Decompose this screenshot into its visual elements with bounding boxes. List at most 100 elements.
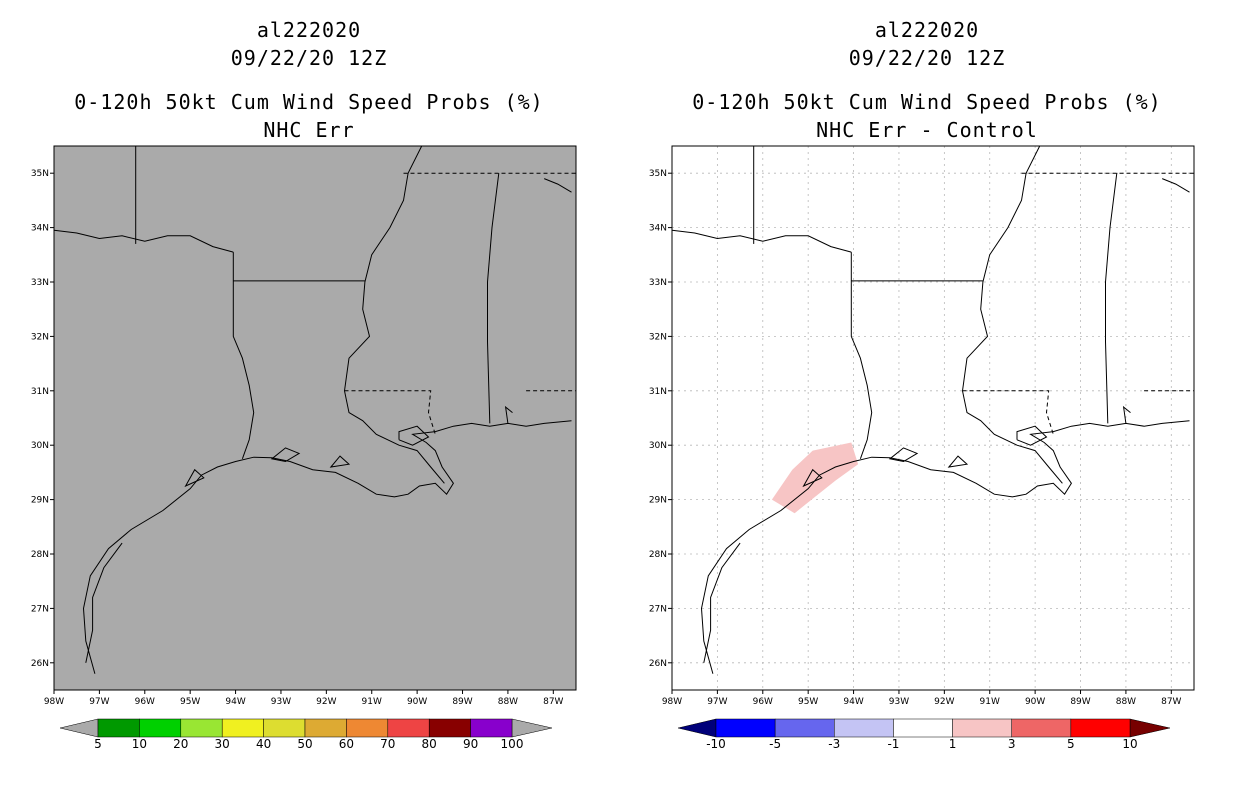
lon-label: 98W [662,697,682,707]
colorbar: 5 10 20 30 40 50 60 70 80 90 100 [59,718,553,751]
coastal-island [888,447,919,463]
lon-label: 97W [707,697,727,707]
colorbar-label: 50 [297,737,312,751]
colorbar-label: 3 [1008,737,1016,751]
panel-nhc-err: al222020 09/22/20 12Z 0-120h 50kt Cum Wi… [31,18,577,751]
map-border [671,145,1195,691]
lat-label: 30N [649,441,667,451]
colorbar-label: 20 [173,737,188,751]
mobile-bay [1122,405,1131,424]
colorbar: -10 -5 -3 -1 1 3 5 10 [677,718,1171,751]
colorbar-label: 40 [256,737,271,751]
colorbar-segment [893,718,953,738]
map-background [54,146,576,690]
lat-label: 33N [649,278,667,288]
mississippi-louisiana-border [344,390,436,435]
colorbar-label: 5 [1067,737,1075,751]
lat-label: 29N [31,496,49,506]
lon-label: 87W [543,697,563,707]
padre-island [85,542,123,663]
lon-label: 93W [889,697,909,707]
colorbar-high-arrow [511,718,553,738]
probability-difference-region [771,442,859,514]
red-river-border [54,229,234,253]
mississippi-alabama-border [1105,173,1118,424]
lat-label: 35N [649,169,667,179]
mississippi-louisiana-border [962,390,1054,435]
lon-label: 88W [498,697,518,707]
lat-label: 31N [31,387,49,397]
colorbar-segment [387,718,430,738]
lon-label: 91W [980,697,1000,707]
colorbar-segment [428,718,471,738]
colorbar-segment [304,718,347,738]
tennessee-river [1162,178,1190,193]
colorbar-low-arrow [677,718,717,738]
lat-label: 34N [649,224,667,234]
lake-pontchartrain [1016,425,1048,446]
colorbar-segment [834,718,894,738]
lon-label: 95W [798,697,818,707]
lon-label: 90W [407,697,427,707]
colorbar-label: -10 [706,737,726,751]
lon-label: 88W [1116,697,1136,707]
coastal-island [947,455,969,468]
lat-label: 32N [649,332,667,342]
colorbar-label: 80 [422,737,437,751]
lat-label: 27N [31,604,49,614]
lon-label: 92W [934,697,954,707]
colorbar-segment [180,718,223,738]
lat-label: 34N [31,224,49,234]
gridlines [672,146,1194,690]
lat-label: 32N [31,332,49,342]
colorbar-label: 30 [215,737,230,751]
coastal-island [270,447,301,463]
title-line2: NHC Err - Control [816,118,1038,142]
mississippi-river-border [343,146,445,484]
init-time: 09/22/20 12Z [848,46,1006,70]
sabine-river-border [232,252,255,459]
lat-label: 28N [649,550,667,560]
lat-label: 33N [31,278,49,288]
mississippi-river-border [961,146,1063,484]
colorbar-segment [1011,718,1072,738]
lon-label: 97W [89,697,109,707]
lon-label: 98W [44,697,64,707]
lon-label: 95W [180,697,200,707]
lat-label: 27N [649,604,667,614]
colorbar-segment [774,718,835,738]
map-layers [672,146,1194,690]
coastal-island [802,468,823,488]
map-layers [54,146,576,674]
lake-pontchartrain [398,425,430,446]
colorbar-label: 5 [94,737,102,751]
lon-label: 96W [135,697,155,707]
coastal-island [329,455,351,468]
colorbar-label: -5 [769,737,781,751]
padre-island [703,542,741,663]
storm-id: al222020 [874,18,980,42]
lon-label: 92W [316,697,336,707]
lat-label: 31N [649,387,667,397]
colorbar-label: 10 [132,737,147,751]
colorbar-segment [952,718,1012,738]
coastline [700,420,1190,674]
lat-label: 35N [31,169,49,179]
storm-id: al222020 [256,18,362,42]
title-line1: 0-120h 50kt Cum Wind Speed Probs (%) [692,90,1162,114]
lat-label: 26N [31,659,49,669]
colorbar-label: -3 [828,737,840,751]
lon-label: 94W [225,697,245,707]
colorbar-segment [715,718,776,738]
colorbar-segment [221,718,264,738]
colorbar-segment [139,718,182,738]
lon-label: 90W [1025,697,1045,707]
lon-label: 91W [362,697,382,707]
coastal-island [184,468,205,488]
colorbar-label: 60 [339,737,354,751]
lat-label: 30N [31,441,49,451]
panel-nhc-err-control: al222020 09/22/20 12Z 0-120h 50kt Cum Wi… [618,0,1236,800]
colorbar-segment [97,718,140,738]
tennessee-river [544,178,572,193]
colorbar-segment [346,718,389,738]
